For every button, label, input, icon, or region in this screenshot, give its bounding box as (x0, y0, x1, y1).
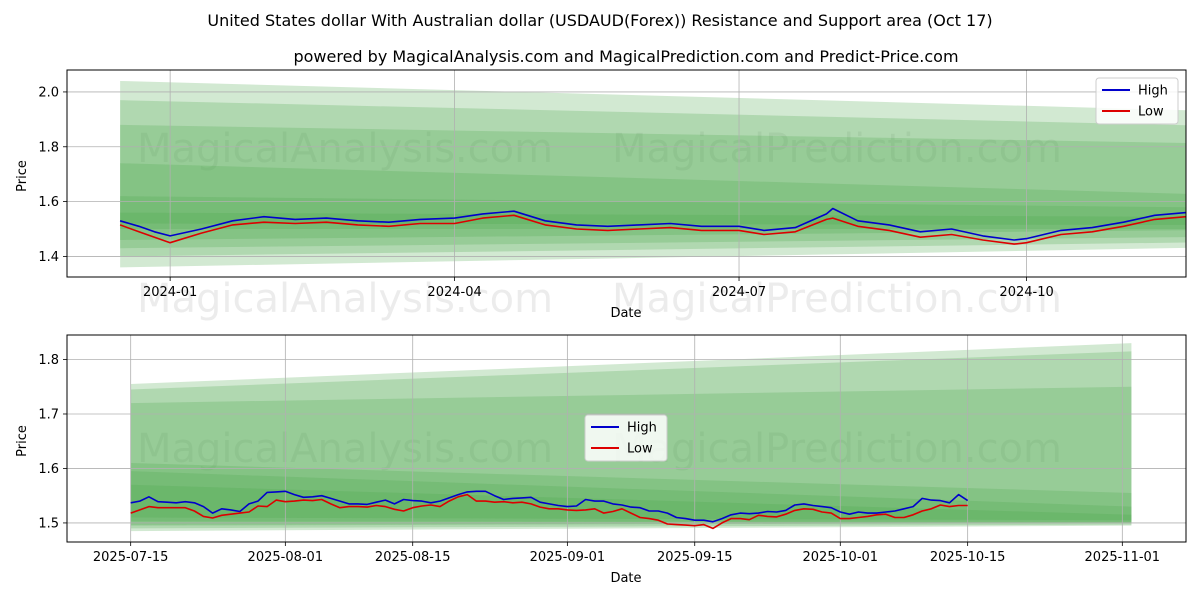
plot-frame (66, 334, 1187, 543)
x-tick-label-7: 2025-11-01 (1085, 550, 1161, 565)
bottom-y-axis-label: Price (15, 425, 30, 457)
y-tick-label-3: 2.0 (38, 85, 59, 100)
y-tick-label-1: 1.6 (38, 195, 59, 210)
y-tick-label-0: 1.4 (38, 250, 59, 265)
support-resistance-band-5 (130, 484, 1132, 521)
watermark-prediction-top: MagicalPrediction.com (612, 126, 1062, 172)
x-tick-label-1: 2024-04 (427, 285, 481, 300)
y-tick-label-3: 1.8 (38, 353, 59, 368)
x-tick-label-5: 2025-10-01 (803, 550, 879, 565)
series-line-high (119, 207, 1186, 241)
top-x-axis-label: Date (610, 306, 641, 321)
support-resistance-band-4 (130, 471, 1132, 522)
x-tick-label-2: 2025-08-15 (375, 550, 451, 565)
chart-title: United States dollar With Australian dol… (207, 11, 992, 30)
watermark-prediction-mid: MagicalPrediction.com (612, 276, 1062, 322)
legend-label-low: Low (1138, 105, 1164, 120)
support-resistance-band-1 (120, 100, 1186, 257)
bottom-x-axis-label: Date (610, 571, 641, 586)
x-tick-label-4: 2025-09-15 (657, 550, 733, 565)
x-tick-label-1: 2025-08-01 (248, 550, 324, 565)
series-line-low (130, 493, 968, 530)
chart-subtitle: powered by MagicalAnalysis.com and Magic… (293, 47, 958, 66)
support-resistance-band-2 (120, 124, 1186, 249)
legend-label-high: High (1138, 84, 1168, 99)
support-resistance-band-4 (120, 196, 1186, 230)
y-tick-label-2: 1.8 (38, 140, 59, 155)
plot-frame (66, 69, 1187, 278)
y-tick-label-2: 1.7 (38, 407, 59, 422)
x-tick-label-6: 2025-10-15 (930, 550, 1006, 565)
legend-label-low: Low (627, 442, 653, 457)
support-resistance-band-3 (130, 463, 1132, 525)
x-tick-label-2: 2024-07 (712, 285, 766, 300)
series-line-high (130, 490, 969, 523)
x-tick-label-0: 2025-07-15 (93, 550, 169, 565)
x-tick-label-0: 2024-01 (143, 285, 197, 300)
series-line-low (119, 214, 1186, 245)
watermark-analysis-mid: MagicalAnalysis.com (137, 276, 553, 322)
top-y-axis-label: Price (15, 160, 30, 192)
x-tick-label-3: 2024-10 (999, 285, 1053, 300)
watermark-analysis-top: MagicalAnalysis.com (137, 126, 553, 172)
support-resistance-band-0 (120, 80, 1186, 268)
watermark-prediction-bottom: MagicalPrediction.com (612, 426, 1062, 472)
bottom-panel: MagicalAnalysis.com MagicalPrediction.co… (15, 334, 1187, 586)
x-tick-label-3: 2025-09-01 (530, 550, 606, 565)
watermark-analysis-bottom: MagicalAnalysis.com (137, 426, 553, 472)
y-tick-label-1: 1.6 (38, 462, 59, 477)
legend-label-high: High (627, 421, 657, 436)
series-group (119, 207, 1186, 245)
series-group (130, 490, 969, 530)
top-panel: MagicalAnalysis.com MagicalPrediction.co… (15, 69, 1187, 322)
y-tick-label-0: 1.5 (38, 516, 59, 531)
